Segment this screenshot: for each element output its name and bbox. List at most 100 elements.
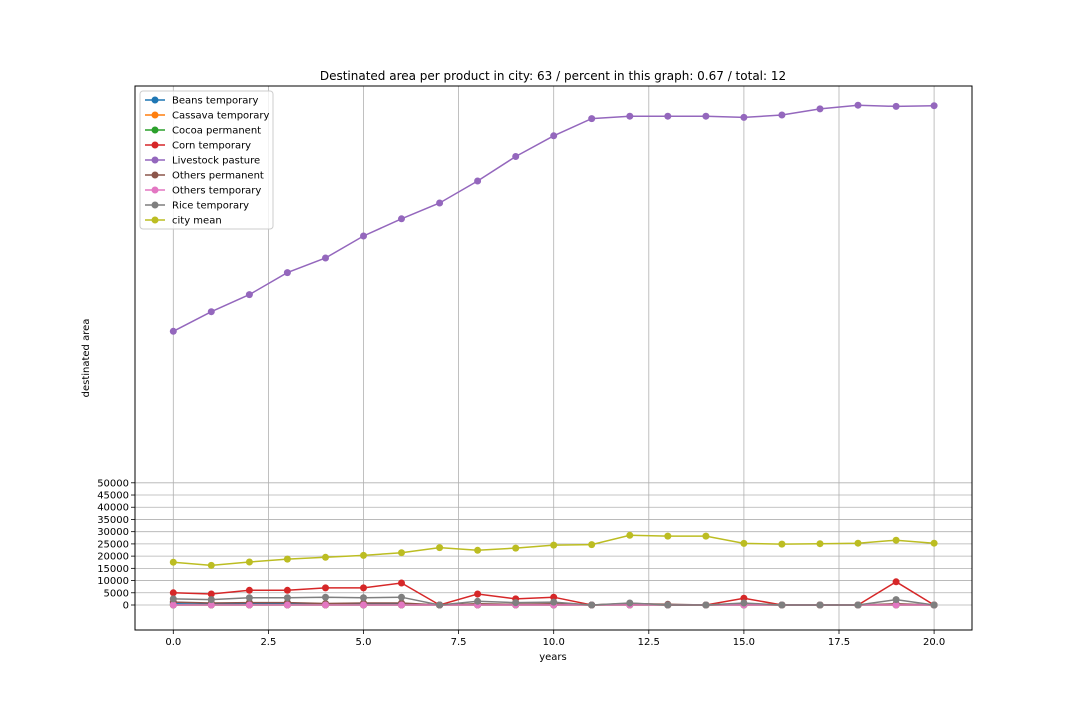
y-tick-label: 35000 [97,515,129,526]
data-point [322,593,329,601]
data-point [930,601,938,609]
legend: Beans temporary Cassava temporary Cocoa pe… [139,90,274,230]
series-group [169,101,938,335]
legend-label: Livestock pasture [172,156,260,167]
legend-marker [151,96,159,104]
y-tick-label: 15000 [97,564,129,575]
data-point [550,593,558,601]
legend-label: Beans temporary [172,96,258,107]
data-point [283,586,291,594]
data-point [436,199,444,207]
data-point [512,544,520,552]
data-point [702,532,710,540]
legend-label: Others permanent [172,171,264,182]
data-point [169,558,177,566]
data-point [169,595,177,603]
data-point [930,102,938,110]
data-point [854,101,862,109]
data-point [740,113,748,121]
data-point [245,601,253,609]
data-point [474,597,482,605]
data-point [283,555,291,563]
data-point [360,551,367,559]
data-point [207,561,215,569]
data-point [892,578,900,586]
data-point [436,544,444,552]
data-point [322,601,329,609]
x-tick-label: 7.5 [451,637,467,648]
y-tick-label: 50000 [97,478,129,489]
data-point [360,232,367,240]
legend-items: Beans temporary Cassava temporary Cocoa pe… [145,96,270,227]
legend-frame [139,90,274,230]
data-point [816,105,824,113]
data-point [702,112,710,120]
data-point [740,594,748,602]
data-point [245,291,253,299]
y-axis-label: destinated area [81,319,92,398]
legend-label: Others temporary [172,186,261,197]
data-point [892,102,900,110]
x-tick-label: 2.5 [260,637,276,648]
data-point [398,593,405,601]
data-point [360,601,367,609]
data-point [930,539,938,547]
data-point [207,590,215,598]
legend-marker [151,156,159,164]
legend-label: Cassava temporary [172,111,270,122]
legend-label: Corn temporary [172,141,251,152]
legend-marker [151,141,159,149]
y-tick-label: 25000 [97,539,129,550]
data-point [702,601,710,609]
data-point [892,601,900,609]
data-point [626,531,634,539]
legend-label: Cocoa permanent [172,126,261,137]
data-point [398,215,405,223]
data-point [664,601,672,609]
data-point [892,536,900,544]
data-point [778,111,786,119]
data-point [245,594,253,602]
data-point [207,601,215,609]
data-point [892,596,900,604]
series-layer [169,101,938,609]
x-axis-label: years [539,652,567,663]
data-point [778,601,786,609]
data-point [512,153,520,160]
data-point [588,541,596,549]
data-point [664,532,672,540]
x-tick-label: 17.5 [828,637,850,648]
data-point [550,541,558,549]
data-point [664,112,672,120]
y-tick-label: 0 [123,601,129,612]
legend-marker [151,111,159,119]
data-point [283,601,291,609]
x-tick-label: 10.0 [543,637,565,648]
y-tick-label: 20000 [97,552,129,563]
x-tick-label: 20.0 [923,637,945,648]
data-point [360,594,367,602]
x-axis-ticks: 0.0 2.5 5.0 7.5 10.0 12.5 15.0 17.5 20.0 [165,630,945,648]
data-point [474,177,482,185]
data-point [512,599,520,607]
series-group [169,593,938,609]
data-point [398,601,405,609]
data-point [322,254,329,262]
data-point [360,584,367,592]
legend-label: Rice temporary [172,201,249,212]
data-point [778,540,786,548]
data-point [169,589,177,597]
data-point [626,112,634,120]
data-point [207,596,215,604]
y-tick-label: 45000 [97,491,129,502]
data-point [474,590,482,598]
legend-marker [151,171,159,179]
data-point [322,584,329,592]
x-tick-label: 0.0 [165,637,181,648]
data-point [169,327,177,335]
x-tick-label: 12.5 [638,637,660,648]
data-point [550,132,558,140]
data-point [588,601,596,609]
